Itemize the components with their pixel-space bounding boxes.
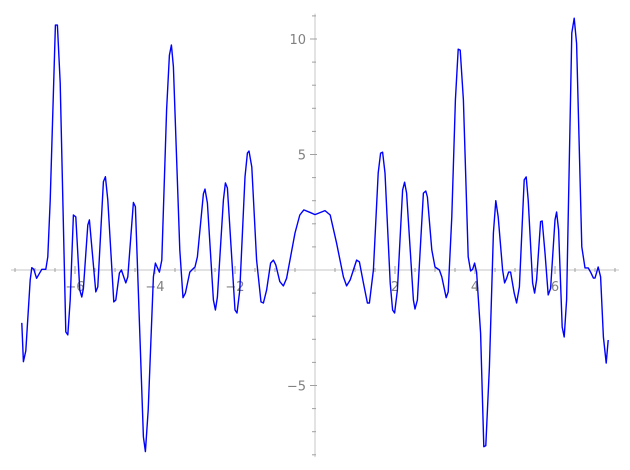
x-tick-label: −2 [225,280,244,295]
x-tick-label: 4 [471,280,479,295]
ticks [14,15,616,456]
y-tick-label: 5 [298,149,306,164]
axes [11,13,619,458]
y-tick-label: −5 [287,380,306,395]
x-tick-label: −4 [145,280,164,295]
x-tick-label: −6 [65,280,84,295]
x-tick-label: 2 [391,280,399,295]
y-tick-label: 10 [289,33,306,48]
x-tick-label: 6 [551,280,559,295]
series-line [21,17,609,453]
